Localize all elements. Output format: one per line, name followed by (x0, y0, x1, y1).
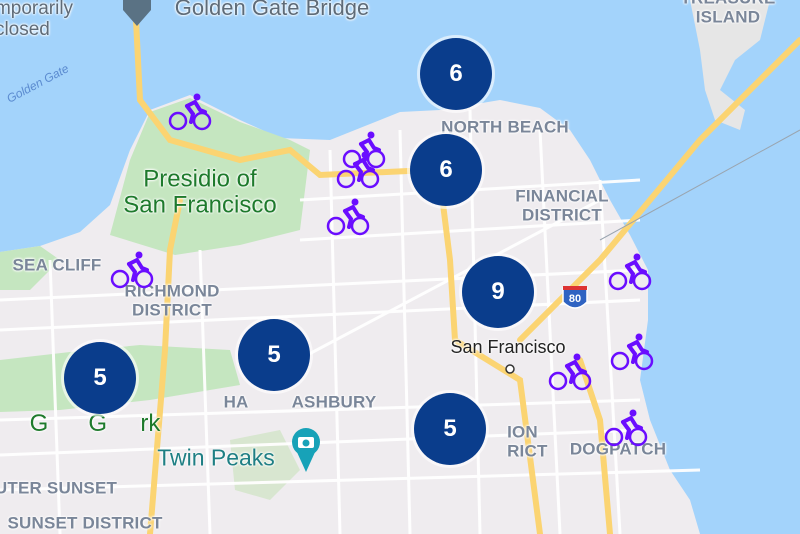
cluster-marker[interactable]: 5 (414, 393, 486, 465)
bicycle-icon[interactable] (335, 150, 381, 190)
interstate-80-shield: 80 (562, 286, 588, 309)
label-golden-gate-bridge: Golden Gate Bridge (174, 0, 370, 20)
bicycle-icon[interactable] (109, 250, 155, 290)
cluster-marker[interactable]: 6 (420, 38, 492, 110)
label-twin-peaks: Twin Peaks (157, 444, 275, 471)
label-mission-district: ION RICT (507, 422, 548, 460)
golden-gate-bridge-road (132, 0, 433, 179)
label-outer-sunset: UTER SUNSET (0, 478, 118, 498)
camera-pin-icon (292, 428, 320, 472)
bay-bridge-road (517, 37, 800, 343)
label-sea-cliff: SEA CLIFF (12, 255, 102, 275)
cluster-marker[interactable]: 9 (462, 256, 534, 328)
cluster-marker[interactable]: 6 (410, 134, 482, 206)
label-temporarily-closed: mporarily closed (0, 0, 74, 40)
bicycle-icon[interactable] (547, 352, 593, 392)
sea-cliff-park (0, 246, 60, 290)
label-presidio: Presidio of San Francisco (123, 165, 277, 219)
city-center-dot (505, 364, 515, 374)
bicycle-icon[interactable] (607, 252, 653, 292)
bicycle-icon[interactable] (167, 92, 213, 132)
bicycle-icon[interactable] (603, 408, 649, 448)
label-north-beach: NORTH BEACH (441, 117, 569, 137)
presidio-park (110, 98, 310, 255)
label-sunset-district: SUNSET DISTRICT (7, 513, 163, 533)
bridge-pin-icon (123, 0, 151, 26)
label-golden-gate-park: G G rk (29, 409, 161, 437)
label-financial-district: FINANCIAL DISTRICT (515, 186, 609, 224)
label-treasure-island: TREASURE ISLAND (680, 0, 775, 26)
cluster-marker[interactable]: 5 (64, 342, 136, 414)
label-san-francisco: San Francisco (450, 337, 566, 358)
bicycle-icon[interactable] (325, 197, 371, 237)
treasure-island (690, 0, 770, 130)
bicycle-icon[interactable] (609, 332, 655, 372)
cluster-marker[interactable]: 5 (238, 319, 310, 391)
label-haight-ashbury: HA ASHBURY (223, 392, 377, 412)
interstate-label: 80 (569, 293, 581, 305)
